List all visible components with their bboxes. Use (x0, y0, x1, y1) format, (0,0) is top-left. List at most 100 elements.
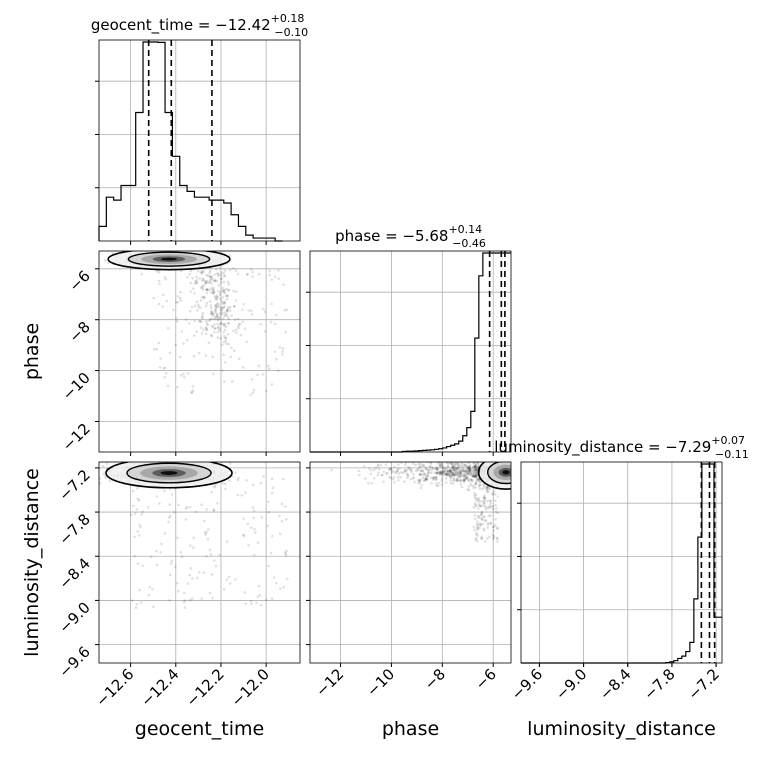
sample-point (412, 472, 415, 476)
sample-point (481, 487, 484, 491)
sample-point (210, 490, 213, 494)
sample-point (242, 534, 246, 538)
sample-point (215, 302, 219, 305)
sample-point (236, 478, 240, 482)
sample-point (251, 506, 255, 509)
sample-point (139, 525, 142, 529)
axes-frame (98, 250, 301, 453)
sample-point (254, 531, 257, 534)
sample-point (449, 481, 453, 485)
sample-point (474, 475, 478, 478)
sample-point (216, 302, 220, 306)
sample-point (452, 473, 456, 476)
sample-point (108, 479, 112, 483)
sample-point (278, 514, 281, 518)
sample-point (253, 527, 256, 531)
sample-point (227, 288, 231, 292)
sample-point (183, 599, 187, 602)
sample-point (104, 476, 108, 480)
sample-point (486, 490, 490, 493)
sample-point (258, 593, 262, 597)
sample-point (219, 307, 222, 310)
sample-point (387, 468, 391, 472)
sample-point (440, 457, 443, 460)
sample-point (163, 489, 166, 493)
title-plus: +0.14 (448, 223, 482, 236)
sample-point (447, 469, 451, 473)
sample-point (469, 472, 473, 476)
sample-point (174, 343, 177, 347)
sample-point (413, 480, 416, 484)
sample-point (492, 525, 496, 528)
sample-point (464, 469, 467, 472)
panel-2d-phase-luminosity_distance (309, 457, 512, 664)
sample-point (469, 477, 473, 481)
sample-point (419, 469, 423, 472)
sample-point (450, 462, 454, 466)
sample-point (155, 348, 159, 351)
sample-point (221, 289, 224, 292)
sample-point (437, 472, 440, 475)
sample-point (492, 529, 495, 532)
sample-point (474, 474, 478, 478)
sample-point (477, 478, 480, 482)
sample-point (206, 528, 210, 531)
sample-point (211, 355, 214, 359)
sample-point (435, 465, 438, 469)
density-level (160, 257, 178, 261)
sample-point (141, 564, 144, 568)
samples (99, 458, 289, 610)
sample-point (135, 508, 139, 511)
sample-point (185, 458, 188, 461)
sample-point (439, 473, 442, 476)
sample-point (467, 466, 471, 470)
sample-point (222, 353, 225, 356)
sample-point (201, 313, 204, 317)
sample-point (502, 458, 505, 461)
sample-point (463, 470, 467, 474)
sample-point (249, 599, 253, 603)
sample-point (133, 554, 136, 558)
sample-point (474, 463, 478, 466)
sample-point (209, 304, 213, 307)
y-tick-label: −9.0 (55, 599, 93, 637)
sample-point (242, 302, 245, 306)
sample-point (483, 497, 486, 501)
sample-point (271, 486, 275, 490)
sample-point (393, 470, 397, 474)
sample-point (222, 482, 225, 485)
sample-point (476, 523, 480, 527)
x-tick-label: −7.8 (640, 665, 678, 703)
sample-point (403, 470, 407, 474)
sample-point (464, 476, 468, 479)
x-axis-label-luminosity_distance: luminosity_distance (527, 718, 716, 740)
sample-point (223, 311, 226, 315)
sample-point (472, 475, 475, 479)
sample-point (418, 479, 422, 483)
sample-point (372, 476, 376, 480)
sample-point (200, 269, 204, 273)
sample-point (270, 302, 273, 306)
sample-point (473, 475, 477, 479)
sample-point (206, 323, 210, 327)
sample-point (140, 512, 144, 516)
sample-point (184, 518, 188, 521)
sample-point (249, 309, 253, 312)
y-axis-luminosity_distance: −9.6 −9.0 −8.4 −7.8 −7.2 luminosity_distance (21, 466, 99, 681)
sample-point (210, 334, 214, 338)
sample-point (179, 290, 182, 294)
sample-point (187, 321, 191, 325)
x-tick-label: −12.6 (92, 665, 137, 710)
sample-point (195, 278, 198, 282)
sample-point (447, 471, 451, 475)
sample-point (473, 459, 476, 462)
sample-point (434, 467, 437, 471)
sample-point (226, 280, 230, 284)
sample-point (485, 485, 488, 489)
sample-point (250, 378, 254, 381)
sample-point (466, 472, 470, 476)
sample-point (463, 459, 466, 462)
sample-point (217, 284, 221, 287)
sample-point (175, 581, 179, 585)
sample-point (419, 486, 423, 490)
